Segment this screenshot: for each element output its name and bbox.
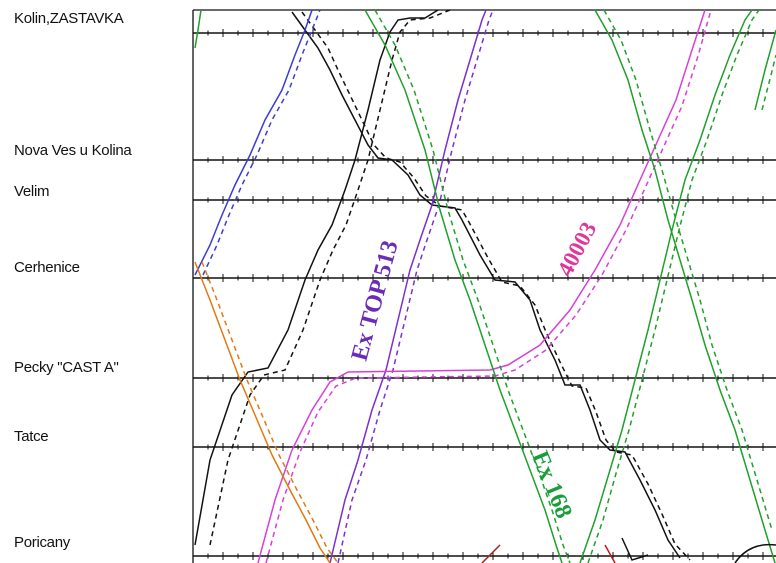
train-path-ex-top-513 [329,9,487,563]
train-label-ex-top-513: Ex TOP 513 [347,238,404,364]
station-label-nova-ves-u-kolina: Nova Ves u Kolina [14,142,132,159]
station-label-pecky-cast-a: Pecky "CAST A" [14,359,119,376]
train-path-black-2 [291,11,681,559]
train-path-blue [194,9,313,276]
train-label-ex-168: Ex 168 [526,448,576,523]
station-label-velim: Velim [14,183,50,200]
train-path-green-5 [754,29,776,111]
train-path-black-1-planned [209,9,451,546]
train-path-green-2-planned [603,9,773,531]
train-path-black-2-planned [301,11,691,561]
train-path-blue-planned [202,9,321,276]
train-path-red-2 [604,544,616,563]
train-path-40003 [257,9,706,563]
train-path-black-4 [734,543,776,563]
station-label-kolin-zastavka: Kolin,ZASTAVKA [14,10,124,27]
station-label-cerhenice: Cerhenice [14,259,80,276]
train-path-green-4 [194,9,202,49]
train-path-green-5-planned [761,54,776,111]
train-path-red-1 [481,544,501,563]
train-path-green-2 [594,9,776,563]
train-path-40003-planned [265,9,712,563]
train-path-green-3 [579,9,753,563]
train-path-orange [194,261,331,563]
station-label-poricany: Poricany [14,534,70,551]
train-path-ex-168-planned [374,9,571,563]
train-path-ex-top-513-planned [337,9,494,563]
train-path-black-3 [621,537,649,561]
train-path-green-3-planned [587,9,760,563]
station-label-tatce: Tatce [14,428,49,445]
train-path-ex-168 [364,9,563,563]
